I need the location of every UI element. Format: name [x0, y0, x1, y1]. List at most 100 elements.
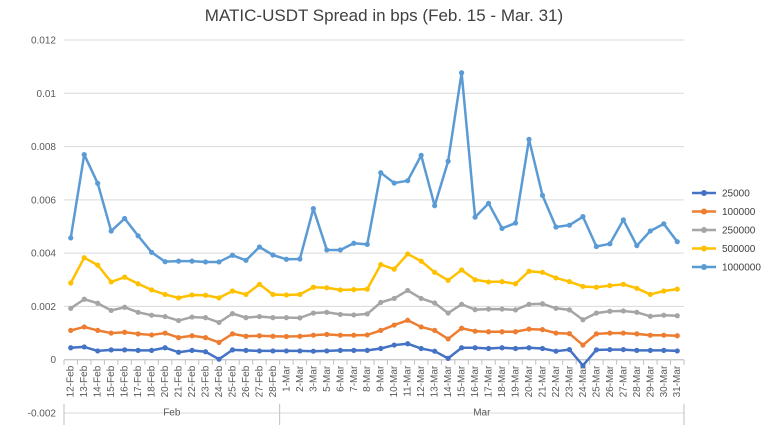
- data-point-100000: [526, 326, 532, 332]
- x-tick-label: 25-Mar: [591, 365, 602, 397]
- data-point-250000: [418, 295, 424, 302]
- data-point-1000000: [297, 256, 303, 262]
- data-point-250000: [122, 304, 128, 310]
- data-point-100000: [459, 325, 465, 331]
- y-tick-label: 0.006: [31, 195, 56, 206]
- data-point-100000: [162, 330, 168, 336]
- data-point-250000: [256, 313, 263, 320]
- data-point-25000: [364, 347, 370, 353]
- data-point-100000: [135, 331, 141, 337]
- data-point-1000000: [81, 151, 87, 158]
- data-point-25000: [620, 346, 626, 353]
- data-point-500000: [81, 255, 87, 261]
- data-point-100000: [445, 336, 451, 342]
- data-point-500000: [405, 251, 411, 257]
- x-tick-label: 15-Mar: [457, 365, 468, 397]
- data-point-500000: [108, 279, 114, 285]
- x-tick-label: 27-Feb: [254, 365, 265, 397]
- group-label: Feb: [163, 408, 181, 419]
- data-point-250000: [310, 310, 316, 316]
- data-point-1000000: [445, 158, 451, 164]
- data-point-100000: [202, 335, 209, 341]
- data-point-250000: [499, 306, 505, 312]
- x-tick-label: 20-Feb: [160, 365, 171, 397]
- x-tick-label: 14-Mar: [443, 365, 454, 397]
- legend-label-100000: 100000: [722, 207, 756, 218]
- data-point-25000: [149, 347, 155, 353]
- data-point-25000: [405, 341, 411, 347]
- data-point-100000: [297, 333, 303, 339]
- data-point-25000: [512, 345, 519, 352]
- data-point-1000000: [337, 247, 343, 253]
- data-point-500000: [351, 287, 357, 293]
- data-point-1000000: [566, 222, 573, 228]
- data-point-250000: [81, 296, 87, 302]
- x-tick-label: 22-Mar: [551, 365, 562, 397]
- x-tick-label: 12-Mar: [416, 365, 427, 397]
- data-point-25000: [243, 347, 249, 353]
- data-point-25000: [661, 347, 667, 353]
- data-point-500000: [661, 288, 667, 294]
- legend-label-1000000: 1000000: [722, 263, 761, 274]
- data-point-25000: [459, 345, 465, 351]
- data-point-500000: [324, 285, 330, 291]
- data-point-100000: [607, 330, 613, 336]
- legend-marker-500000: [701, 245, 707, 252]
- data-point-250000: [216, 319, 222, 326]
- data-point-250000: [351, 312, 357, 318]
- x-tick-label: 13-Feb: [79, 365, 90, 397]
- data-point-1000000: [512, 220, 519, 226]
- data-point-250000: [539, 301, 546, 307]
- data-point-25000: [270, 348, 276, 354]
- data-point-250000: [674, 313, 680, 319]
- data-point-250000: [661, 312, 667, 318]
- x-tick-label: 16-Feb: [120, 365, 131, 397]
- data-point-25000: [499, 345, 505, 351]
- data-point-250000: [189, 314, 195, 320]
- data-point-25000: [418, 345, 424, 352]
- data-point-500000: [68, 280, 74, 286]
- data-point-100000: [149, 332, 155, 338]
- data-point-25000: [378, 345, 384, 352]
- data-point-1000000: [122, 215, 128, 222]
- legend-label-500000: 500000: [722, 244, 756, 255]
- data-point-250000: [162, 313, 168, 320]
- x-tick-label: 30-Mar: [659, 365, 670, 397]
- data-point-1000000: [283, 256, 289, 262]
- data-point-25000: [539, 345, 546, 352]
- series-line-1000000: [69, 71, 679, 264]
- data-point-1000000: [162, 259, 168, 265]
- legend-marker-100000: [701, 208, 707, 215]
- data-point-250000: [566, 307, 573, 313]
- data-point-100000: [661, 332, 667, 338]
- data-point-100000: [256, 333, 263, 339]
- x-tick-label: 10-Mar: [389, 365, 400, 397]
- data-point-500000: [95, 262, 101, 268]
- data-point-25000: [202, 349, 209, 355]
- data-point-1000000: [378, 170, 384, 176]
- data-point-100000: [432, 327, 438, 334]
- data-point-1000000: [472, 214, 478, 220]
- data-point-250000: [647, 313, 653, 319]
- x-tick-label: 25-Feb: [227, 365, 238, 397]
- data-point-500000: [391, 266, 397, 272]
- data-point-25000: [229, 347, 236, 353]
- x-tick-label: 24-Mar: [578, 365, 589, 397]
- x-tick-label: 8-Mar: [362, 365, 373, 392]
- data-point-25000: [175, 349, 182, 355]
- data-point-500000: [378, 261, 384, 268]
- x-tick-label: 23-Feb: [201, 365, 212, 397]
- data-point-100000: [310, 332, 316, 338]
- data-point-100000: [189, 333, 195, 339]
- data-point-500000: [499, 279, 505, 285]
- data-point-250000: [283, 315, 289, 321]
- data-point-250000: [620, 308, 626, 314]
- data-point-250000: [432, 300, 438, 306]
- y-tick-label: 0.01: [37, 89, 57, 100]
- data-point-25000: [432, 348, 438, 354]
- x-tick-label: 23-Mar: [564, 365, 575, 397]
- data-point-100000: [512, 329, 519, 335]
- data-point-100000: [95, 327, 101, 334]
- data-point-500000: [418, 258, 424, 264]
- data-point-250000: [634, 309, 640, 315]
